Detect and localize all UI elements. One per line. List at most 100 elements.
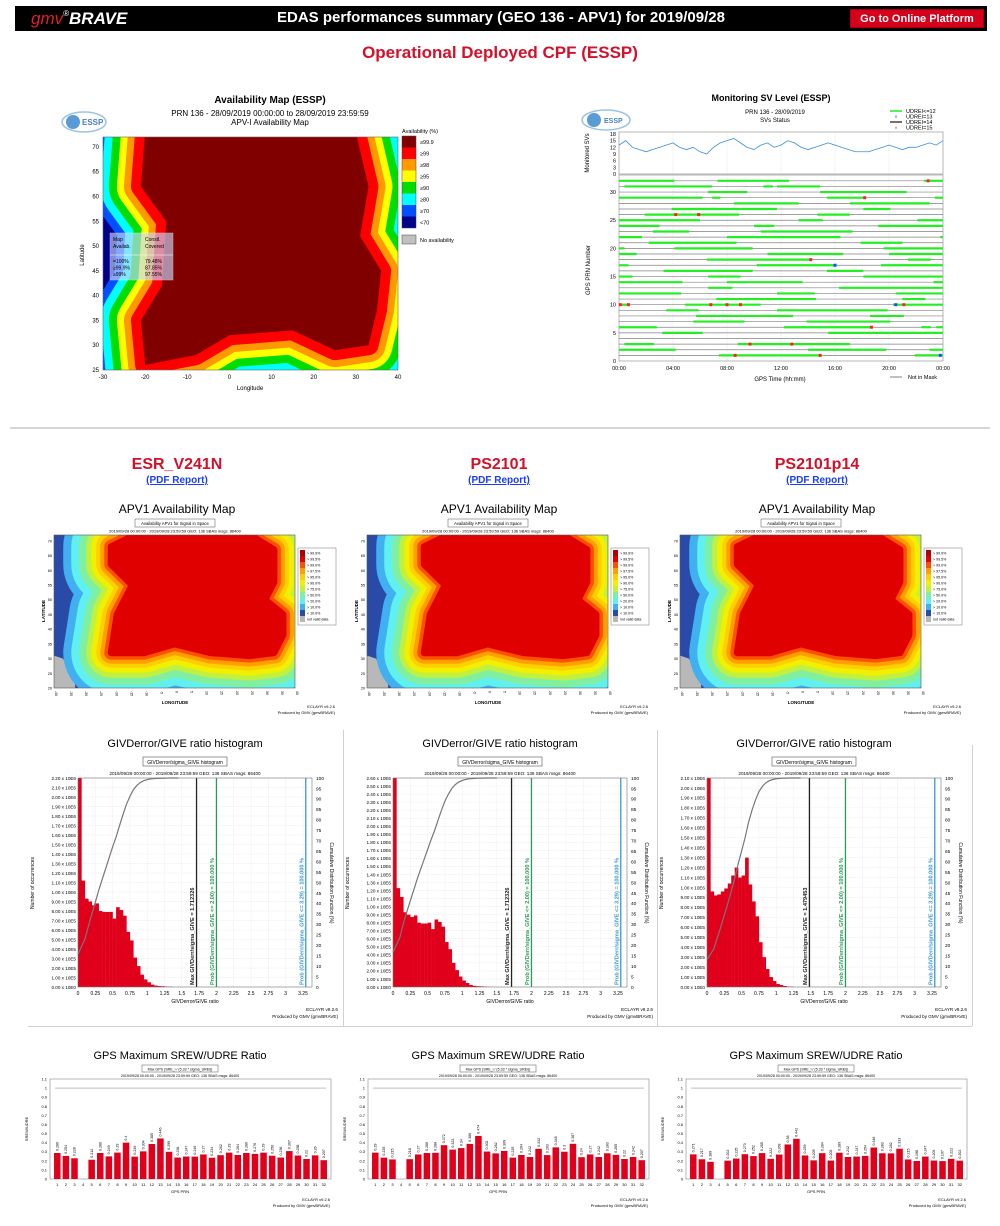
footer-produced-by: Produced by GMV (gmvBRAVE)	[591, 710, 649, 715]
y-tick-label: 3.00 x 10E5	[680, 955, 705, 960]
x-tick-label: 10	[518, 691, 522, 695]
legend-label: Not in Mask	[908, 375, 937, 381]
table-cell: ≥99%	[113, 272, 126, 278]
bar-value-label: 0.235	[511, 1147, 515, 1156]
histogram-bar	[752, 901, 756, 987]
histogram-bar	[783, 986, 787, 987]
x-tick-label: 22	[872, 1182, 877, 1187]
histogram-bar	[95, 903, 99, 987]
legend-label: ≥99.9	[420, 140, 434, 146]
y-tick-label: 0.1	[677, 1167, 683, 1172]
y2-axis-label: Cumulative Distribution Function (%)	[328, 842, 334, 923]
bar-value-label: 0.283	[881, 1142, 885, 1151]
y-tick-label: 0.8	[41, 1104, 47, 1109]
y-tick-label: 5.00 x 10E5	[366, 945, 391, 950]
y2-tick-label: 0	[945, 985, 948, 991]
y-tick-label: 0	[613, 359, 616, 365]
legend-label: > 75.0%	[307, 588, 321, 592]
x-tick-label: 30	[940, 1182, 945, 1187]
chart-subtitle: PRN 136 - 28/09/2019	[745, 110, 805, 116]
x-tick-label: 1.5	[493, 991, 500, 997]
y-tick-label: 1.1	[359, 1077, 365, 1082]
legend-label: < 10.0%	[620, 612, 634, 616]
histogram-bar	[444, 941, 449, 987]
legend-swatch	[926, 604, 931, 610]
bar-value-label: 0.309	[502, 1140, 506, 1149]
legend-swatch	[926, 598, 931, 604]
legend-x-icon: ×	[895, 126, 898, 132]
histogram-bar	[758, 942, 763, 987]
x-tick-label: 31	[631, 1182, 636, 1187]
chart-box-title-frame	[777, 1064, 855, 1073]
histogram-bar	[136, 966, 141, 987]
y2-axis-label: Cumulative Distribution Function (%)	[643, 842, 649, 923]
map-subtitle: 2019/09/28 00:00:00 - 2019/09/28 23:59:5…	[109, 529, 241, 534]
srew-bar	[139, 1151, 147, 1179]
y-tick-label: 0	[363, 1177, 366, 1182]
bar-value-label: 0.348	[554, 1136, 558, 1145]
y2-tick-label: 35	[631, 912, 637, 918]
y-tick-label: 0	[681, 1177, 684, 1182]
y-tick-label: 35	[674, 642, 678, 646]
y-tick-label: 0.6	[677, 1122, 683, 1127]
chart-box-title: GIVDerror/sigma_GIVE histogram	[462, 760, 538, 766]
x-tick-label: 2.5	[563, 991, 570, 997]
bar-value-label: 0.254	[863, 1145, 867, 1154]
srew-bar	[836, 1152, 843, 1179]
bar-value-label: 0.242	[597, 1146, 601, 1155]
y2-tick-label: 85	[631, 807, 637, 813]
go-to-online-platform-button[interactable]: Go to Online Platform	[850, 9, 984, 28]
bar-value-label: 0.22	[623, 1150, 627, 1157]
table-cell: 79.48%	[145, 259, 163, 265]
gmv-brave-logo[interactable]: gmv®BRAVE	[31, 9, 127, 29]
x-tick-label: 30	[891, 691, 895, 695]
udrei-marker	[739, 303, 742, 307]
y-tick-label: 1.1	[41, 1077, 47, 1082]
x-tick-label: 1.5	[807, 991, 814, 997]
footer-version: ECLAYR v9.2.6	[935, 1007, 967, 1012]
y-tick-label: 15	[610, 275, 616, 281]
x-tick-label: 2.75	[893, 991, 903, 997]
y-tick-label: 2.00 x 10E5	[680, 965, 705, 970]
srew-bar	[268, 1155, 276, 1179]
histogram-bar	[417, 922, 421, 987]
availability-core	[737, 535, 909, 656]
srew-bar	[483, 1151, 491, 1179]
footer-produced-by: Produced by GMV (gmvBRAVE)	[278, 710, 336, 715]
bar-value-label: 0.246	[133, 1146, 137, 1155]
x-tick-label: 17	[511, 1182, 516, 1187]
chart-box-title-frame	[457, 756, 543, 767]
y-tick-label: 20	[48, 687, 52, 691]
chart-box-title-frame	[771, 756, 857, 767]
y-axis-label: Number of occurrences	[345, 857, 351, 909]
histogram-bar	[133, 957, 138, 987]
y-tick-label: 2.00 x 10E6	[366, 824, 391, 829]
legend-swatch	[300, 574, 305, 580]
x-tick-label: 23	[880, 1182, 885, 1187]
x-tick-label: 2.25	[544, 991, 554, 997]
plot-frame	[706, 777, 942, 988]
x-tick-label: 32	[957, 1182, 962, 1187]
x-tick-label: 20:00	[882, 366, 896, 372]
y-tick-label: 50	[92, 244, 99, 250]
legend-label: not valid data	[933, 618, 954, 622]
x-tick-label: 25	[876, 691, 880, 695]
srew-bar	[896, 1148, 903, 1179]
x-tick-label: 13	[476, 1182, 481, 1187]
x-tick-label: -30	[710, 691, 714, 696]
pdf-report-link[interactable]: (PDF Report)	[468, 475, 530, 486]
x-tick-label: 0	[488, 691, 492, 693]
legend-label: > 95.0%	[933, 576, 947, 580]
srew-bar	[88, 1159, 95, 1179]
x-tick-label: 3	[599, 991, 602, 997]
pdf-report-link[interactable]: (PDF Report)	[786, 475, 848, 486]
x-tick-label: 3.25	[927, 991, 937, 997]
legend-swatch	[402, 170, 416, 182]
footer-produced-by: Produced by GMV (gmvBRAVE)	[909, 1203, 967, 1208]
x-tick-label: -25	[725, 691, 729, 696]
udrei-marker	[809, 258, 813, 262]
legend-swatch	[926, 562, 931, 568]
pdf-report-link[interactable]: (PDF Report)	[146, 475, 208, 486]
udrei-marker	[869, 325, 873, 329]
histogram-bar	[717, 894, 722, 987]
